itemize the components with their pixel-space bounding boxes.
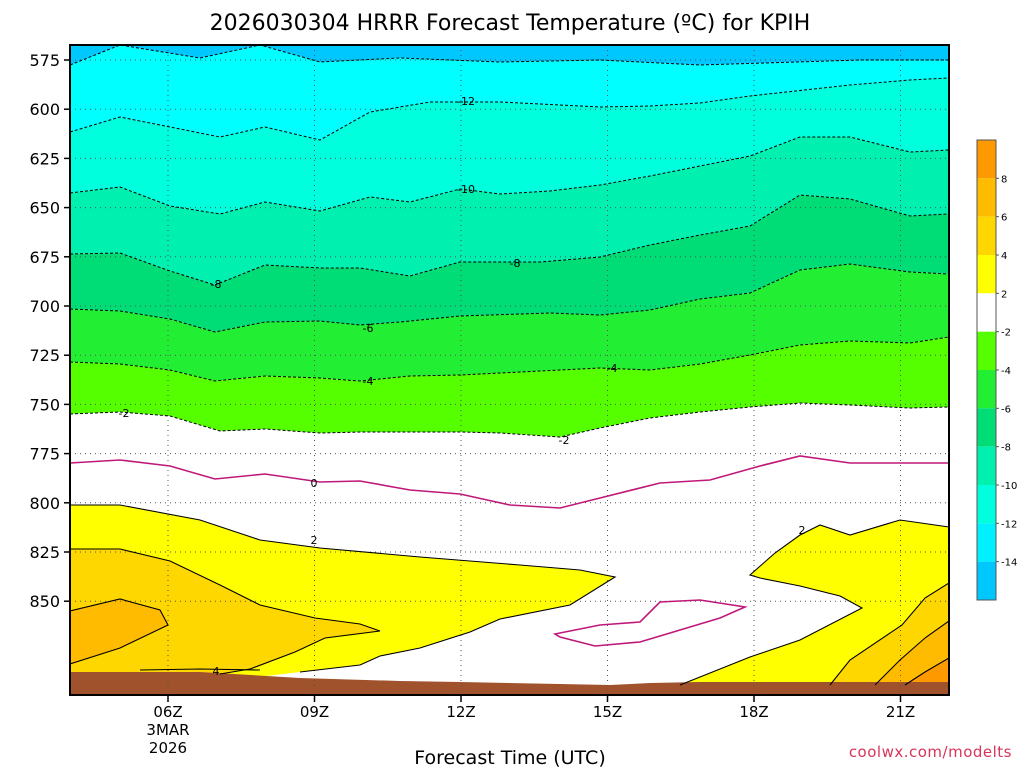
colorbar: 8 6 4 2 -2 -4 -6 -8 -10 -12 -14 bbox=[976, 139, 1017, 601]
x-tick-label: 06Z bbox=[153, 703, 182, 721]
x-tick-label: 12Z bbox=[446, 703, 475, 721]
x-tick-label: 09Z bbox=[300, 703, 329, 721]
colorbar-swatch bbox=[977, 216, 996, 255]
contour-label: -6 bbox=[363, 322, 374, 335]
isotherm bbox=[70, 136, 949, 215]
y-tick-label: 775 bbox=[29, 445, 60, 464]
isotherm bbox=[70, 45, 949, 66]
colorbar-label: 8 bbox=[1001, 174, 1007, 185]
contour-label: -2 bbox=[559, 434, 570, 447]
plot-frame bbox=[69, 44, 950, 696]
x-tick-label: 21Z bbox=[886, 703, 915, 721]
contour-label: -4 bbox=[363, 375, 374, 388]
isotherm bbox=[70, 194, 949, 286]
zero-isotherm bbox=[552, 599, 748, 647]
band-fill bbox=[70, 45, 949, 65]
isotherm bbox=[679, 519, 949, 686]
y-tick-label: 650 bbox=[29, 199, 60, 218]
x-tick-label: 18Z bbox=[739, 703, 768, 721]
isotherm bbox=[70, 402, 949, 438]
contour-label: -4 bbox=[607, 362, 618, 375]
contour-label: -8 bbox=[510, 257, 521, 270]
y-tick-label: 700 bbox=[29, 297, 60, 316]
colorbar-swatch bbox=[977, 561, 996, 600]
grid-lines bbox=[70, 45, 949, 695]
band-fill bbox=[70, 45, 949, 140]
colorbar-label: -8 bbox=[1001, 443, 1011, 454]
y-tick-label: 575 bbox=[29, 51, 60, 70]
band-fill bbox=[70, 549, 380, 674]
y-tick-label: 800 bbox=[29, 494, 60, 513]
terrain bbox=[70, 672, 949, 695]
y-tick-label: 600 bbox=[29, 100, 60, 119]
x-tick-label: 15Z bbox=[593, 703, 622, 721]
band-fill bbox=[70, 599, 168, 664]
x-axis-label: Forecast Time (UTC) bbox=[414, 747, 605, 768]
colorbar-swatch bbox=[977, 446, 996, 485]
colorbar-swatch bbox=[977, 485, 996, 524]
credit-text: coolwx.com/modelts bbox=[849, 743, 1012, 761]
isotherm bbox=[70, 504, 617, 673]
colorbar-swatch bbox=[977, 370, 996, 409]
colorbar-swatch bbox=[977, 331, 996, 370]
contour-label: -2 bbox=[119, 407, 130, 420]
y-tick-label: 725 bbox=[29, 346, 60, 365]
colorbar-label: 4 bbox=[1001, 251, 1007, 262]
band-fill bbox=[70, 195, 949, 332]
isotherm bbox=[904, 657, 949, 686]
colorbar-swatch bbox=[977, 293, 996, 332]
colorbar-label: 6 bbox=[1001, 213, 1007, 224]
colorbar-swatch bbox=[977, 408, 996, 447]
colorbar-label: -10 bbox=[1001, 481, 1017, 492]
contour-label: 4 bbox=[213, 665, 220, 678]
contour-label: 0 bbox=[311, 477, 318, 490]
zero-isotherm bbox=[70, 455, 949, 509]
colorbar-swatch bbox=[977, 523, 996, 562]
y-tick-label: 825 bbox=[29, 543, 60, 562]
contour-label: 2 bbox=[799, 524, 806, 537]
isotherm bbox=[874, 620, 949, 686]
contour-label: -10 bbox=[457, 183, 475, 196]
colorbar-label: -6 bbox=[1001, 404, 1011, 415]
colorbar-swatch bbox=[977, 255, 996, 294]
band-fill bbox=[70, 337, 949, 437]
colorbar-label: -4 bbox=[1001, 366, 1011, 377]
y-tick-label: 625 bbox=[29, 149, 60, 168]
isotherm bbox=[70, 598, 169, 665]
y-tick-label: 750 bbox=[29, 395, 60, 414]
x-tick-sublabel: 3MAR bbox=[146, 721, 189, 739]
x-tick-sublabel: 2026 bbox=[149, 739, 187, 757]
band-fill bbox=[70, 264, 949, 381]
colorbar-swatch bbox=[977, 178, 996, 217]
isotherm bbox=[70, 77, 949, 141]
colorbar-label: -2 bbox=[1001, 328, 1011, 339]
band-fill bbox=[70, 137, 949, 285]
contour-label: -12 bbox=[457, 95, 475, 108]
colorbar-swatch bbox=[977, 140, 996, 179]
y-tick-label: 850 bbox=[29, 592, 60, 611]
isotherm bbox=[139, 668, 261, 671]
y-tick-label: 675 bbox=[29, 248, 60, 267]
colorbar-label: -12 bbox=[1001, 519, 1017, 530]
y-axis: 575 600 625 650 675 700 725 750 775 800 825 850 bbox=[29, 51, 70, 611]
colorbar-label: 2 bbox=[1001, 289, 1007, 300]
isotherm bbox=[829, 582, 949, 686]
isotherm bbox=[70, 336, 949, 382]
contour-label: -8 bbox=[211, 278, 222, 291]
band-fill bbox=[70, 78, 949, 214]
contour-label: 2 bbox=[311, 534, 318, 547]
colorbar-label: -14 bbox=[1001, 558, 1017, 569]
chart-title: 2026030304 HRRR Forecast Temperature (ºC… bbox=[210, 11, 811, 36]
isotherm bbox=[70, 548, 381, 675]
